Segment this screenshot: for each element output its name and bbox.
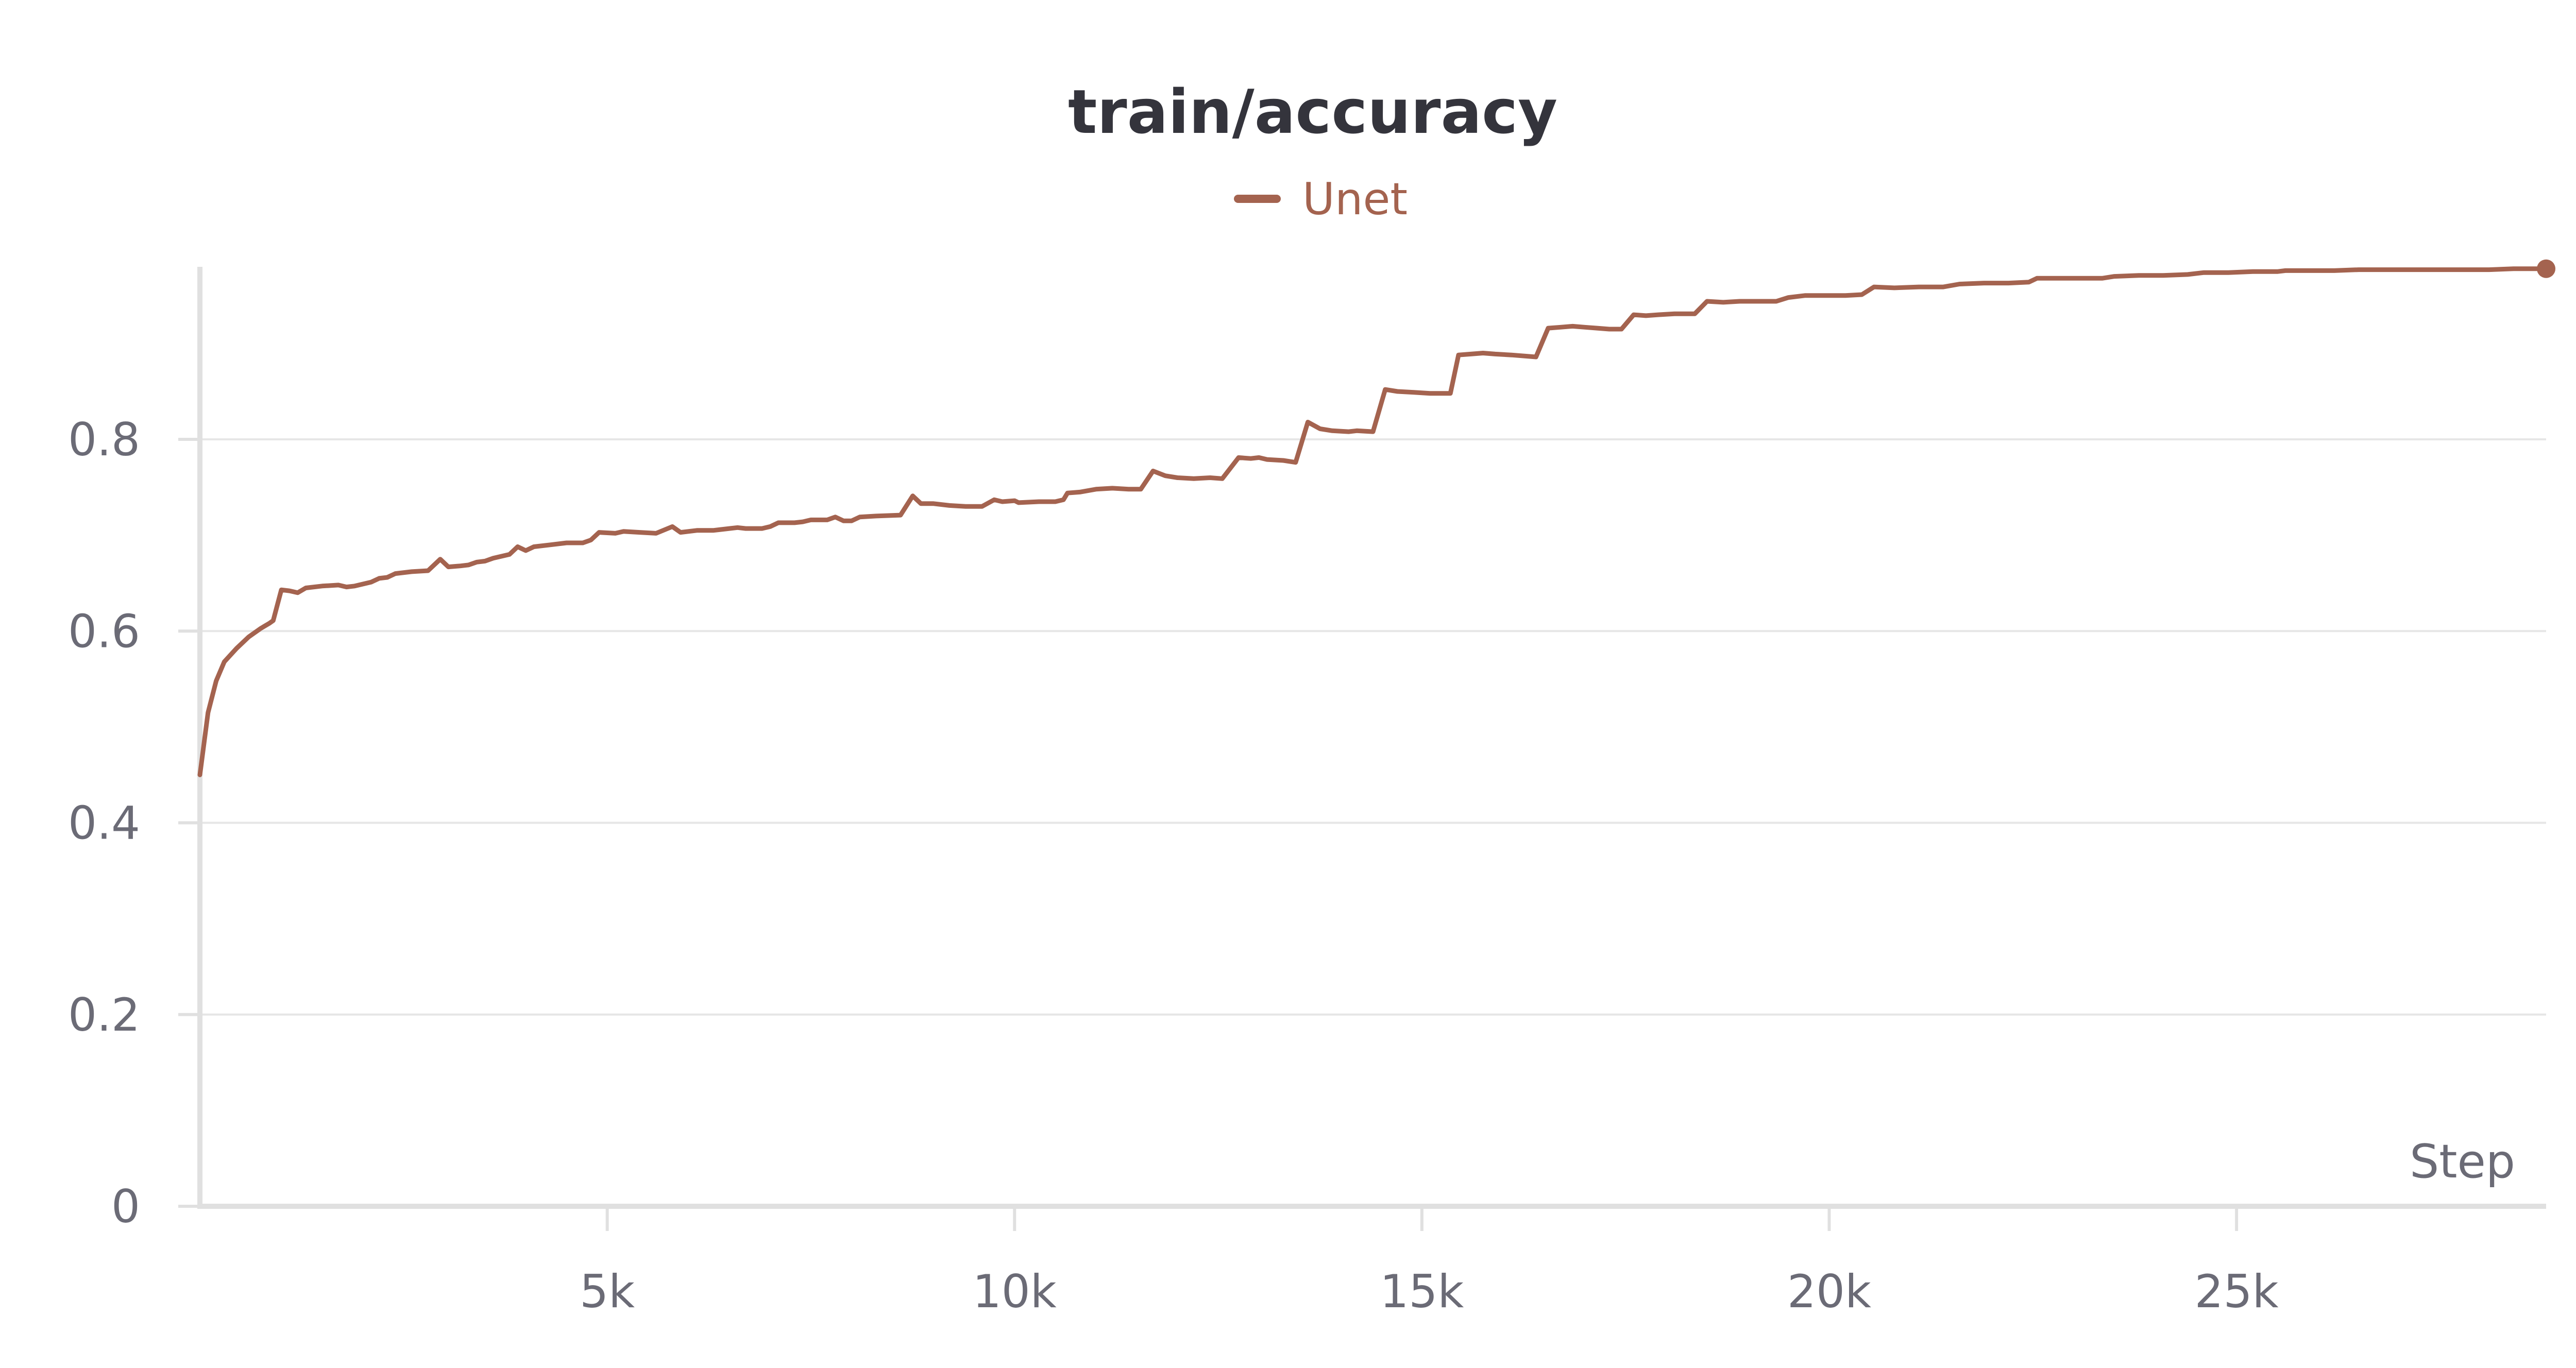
x-axis-ticks: 5k 10k 15k 20k 25k — [580, 1206, 2279, 1318]
x-axis-label: Step — [2410, 1135, 2515, 1189]
x-tick-label: 10k — [973, 1265, 1057, 1318]
y-tick-label: 0 — [111, 1180, 140, 1233]
legend-label-unet: Unet — [1302, 174, 1408, 225]
x-tick-label: 20k — [1787, 1265, 1871, 1318]
y-tick-label: 0.8 — [68, 413, 140, 466]
x-tick-label: 15k — [1380, 1265, 1464, 1318]
gridlines — [200, 438, 2546, 1016]
legend[interactable]: Unet — [1234, 174, 1408, 225]
chart-title: train/accuracy — [1068, 76, 1557, 147]
x-tick-label: 5k — [580, 1265, 635, 1318]
y-tick-label: 0.2 — [68, 988, 140, 1041]
series-end-point[interactable] — [2537, 259, 2555, 278]
series-line-unet[interactable] — [197, 266, 2549, 777]
x-tick-label: 25k — [2195, 1265, 2279, 1318]
series-layer[interactable] — [197, 259, 2555, 777]
y-tick-label: 0.4 — [68, 797, 140, 850]
y-axis-ticks: 0 0.2 0.4 0.6 0.8 — [68, 413, 200, 1233]
y-tick-label: 0.6 — [68, 605, 140, 658]
